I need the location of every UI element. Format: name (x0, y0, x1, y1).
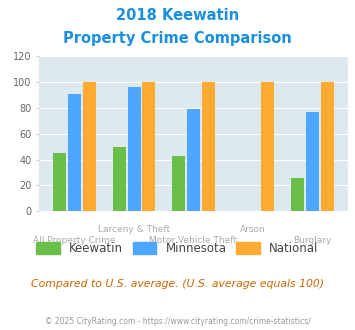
Text: All Property Crime: All Property Crime (33, 236, 116, 245)
Bar (127, 87, 141, 211)
Text: Arson: Arson (240, 225, 266, 234)
Text: Burglary: Burglary (293, 236, 332, 245)
Text: Compared to U.S. average. (U.S. average equals 100): Compared to U.S. average. (U.S. average … (31, 279, 324, 289)
Text: © 2025 CityRating.com - https://www.cityrating.com/crime-statistics/: © 2025 CityRating.com - https://www.city… (45, 317, 310, 326)
Bar (172, 156, 185, 211)
Legend: Keewatin, Minnesota, National: Keewatin, Minnesota, National (32, 237, 323, 259)
Bar (187, 109, 200, 211)
Bar (202, 82, 215, 211)
Text: Property Crime Comparison: Property Crime Comparison (63, 31, 292, 46)
Text: Larceny & Theft: Larceny & Theft (98, 225, 170, 234)
Bar (291, 178, 304, 211)
Text: Motor Vehicle Theft: Motor Vehicle Theft (149, 236, 237, 245)
Bar (113, 147, 126, 211)
Bar (321, 82, 334, 211)
Text: 2018 Keewatin: 2018 Keewatin (116, 8, 239, 23)
Bar (83, 82, 96, 211)
Bar (261, 82, 274, 211)
Bar (142, 82, 155, 211)
Bar (68, 94, 81, 211)
Bar (53, 153, 66, 211)
Bar (306, 112, 319, 211)
